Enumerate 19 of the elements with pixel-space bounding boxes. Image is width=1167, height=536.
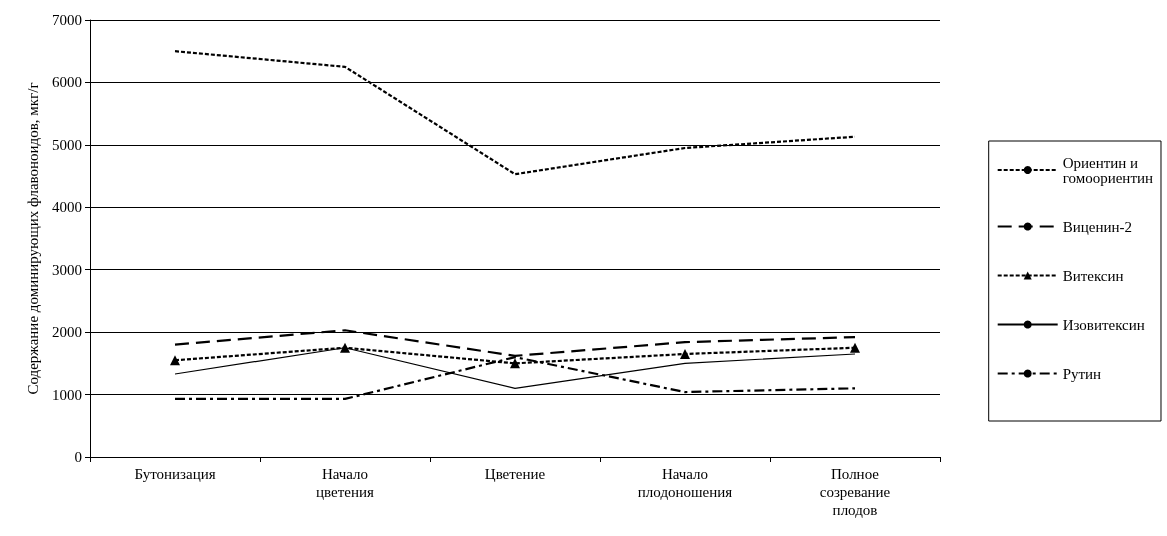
legend-label: Рутин (1062, 365, 1102, 382)
y-tick-label: 3000 (52, 261, 82, 278)
legend-label: Ориентин и гомоориентин (1062, 154, 1153, 186)
y-tick-label: 0 (74, 449, 82, 465)
legend-label: Виценин-2 (1062, 218, 1132, 235)
y-tick-label: 6000 (52, 74, 82, 91)
legend-label: Витексин (1062, 267, 1124, 284)
y-tick-label: 5000 (52, 136, 82, 153)
y-tick-label: 1000 (52, 386, 82, 403)
x-tick-label: Начало цветения (316, 466, 375, 500)
x-tick-label: Цветение (484, 466, 546, 482)
y-tick-label: 4000 (52, 199, 82, 216)
x-tick-label: Начало плодоношения (637, 466, 733, 500)
y-tick-label: 2000 (52, 324, 82, 341)
legend-label: Изовитексин (1062, 316, 1145, 333)
y-axis-title: Содержание доминирующих флавоноидов, мкг/г (24, 82, 41, 395)
x-tick-label: Бутонизация (134, 466, 216, 482)
y-tick-label: 7000 (52, 12, 82, 28)
x-tick-label: Полное созревание плодов (819, 466, 891, 518)
